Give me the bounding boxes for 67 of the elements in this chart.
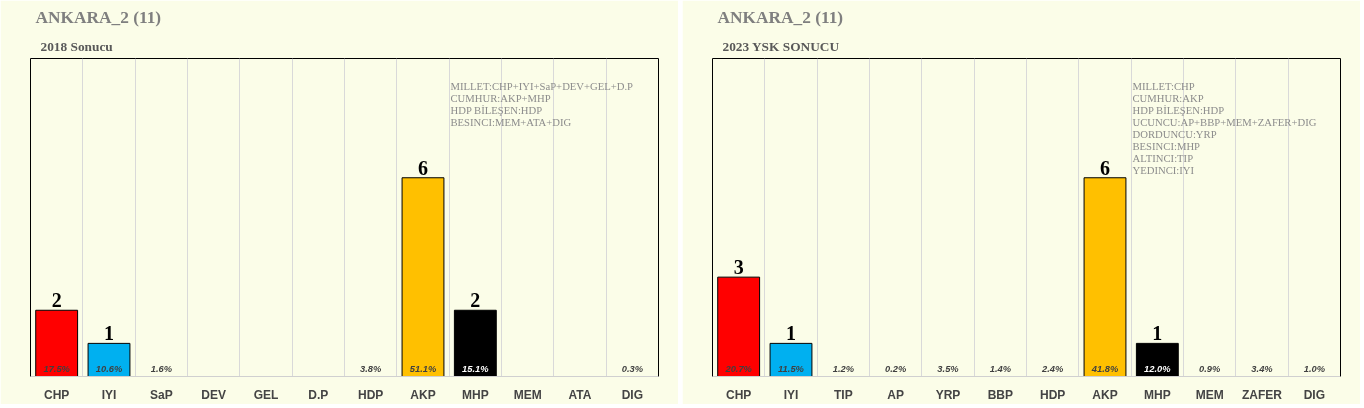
x-tick-label: MHP [1144,387,1171,402]
data-label: 1 [104,322,114,345]
x-tick-label: D.P [308,387,329,402]
annotation: 3.4% [1251,363,1274,374]
data-label: 3 [733,256,744,279]
x-tick-label: GEL [253,387,279,402]
annotation: 3.8% [360,363,382,374]
x-tick-label: DIG [621,387,644,402]
x-tick-label: IYI [783,387,799,402]
x-tick-label: MEM [1195,387,1224,402]
annotation: 12.0% [1144,363,1172,374]
x-tick-label: CHP [726,387,752,402]
text: CUMHUR:AKP+MHP [450,92,551,104]
annotation: 0.3% [621,363,644,374]
annotation: 2.4% [1041,363,1064,374]
x-tick-label: ZAFER [1242,387,1283,402]
annotation: 0.2% [885,363,907,374]
text: BESINCI:MEM+ATA+DIG [450,116,572,128]
x-tick-label: CHP [44,387,70,402]
x-tick-label: BBP [987,387,1014,402]
text: DORDUNCU:YRP [1132,128,1217,140]
data-label: 1 [1152,322,1163,345]
annotation: 51.1% [409,363,437,374]
data-label: 2 [51,289,62,312]
x-tick-label: AKP [410,387,436,402]
x-tick-label: IYI [101,387,117,402]
data-label: 6 [418,156,428,179]
annotation: 10.6% [95,363,123,374]
x-tick-label: DEV [201,387,227,402]
annotation: 3.5% [937,363,960,374]
x-tick-label: ATA [568,387,592,402]
x-tick-label: MEM [513,387,542,402]
annotation: 1.4% [989,363,1012,374]
annotation: 15.1% [462,363,490,374]
annotation: 1.6% [150,363,173,374]
annotation: 11.5% [778,363,805,374]
text: UCUNCU:AP+BBP+MEM+ZAFER+DIG [1132,116,1317,128]
text: CUMHUR:AKP [1132,92,1204,104]
text: HDP BİLEŞEN:HDP [1132,104,1225,116]
x-tick-label: AKP [1092,387,1118,402]
x-tick-label: MHP [462,387,489,402]
chart-title: ANKARA_2 (11) [717,7,844,27]
x-tick-label: HDP [1040,387,1066,402]
annotation: 1.0% [1303,363,1326,374]
x-tick-label: SaP [149,387,173,402]
data-label: 6 [1100,156,1110,179]
x-tick-label: AP [887,387,904,402]
x-tick-label: DIG [1303,387,1326,402]
text: HDP BİLEŞEN:HDP [450,104,543,116]
x-tick-label: HDP [358,387,384,402]
annotation: 0.9% [1199,363,1221,374]
text: ALTINCI:TIP [1132,152,1194,164]
text: MILLET:CHP+IYI+SaP+DEV+GEL+D.P [450,80,634,92]
data-label: 1 [786,322,796,345]
annotation: 20.7% [724,363,753,374]
text: MILLET:CHP [1132,80,1195,92]
chart-subtitle: 2023 YSK SONUCU [722,38,840,54]
text: YEDINCI:IYI [1132,164,1195,176]
annotation: 17.5% [43,363,71,374]
annotation: 1.2% [832,363,855,374]
x-tick-label: YRP [935,387,961,402]
text: BESINCI:MHP [1132,140,1201,152]
chart-subtitle: 2018 Sonucu [40,38,114,54]
x-tick-label: TIP [834,387,853,402]
chart-title: ANKARA_2 (11) [35,7,162,27]
data-label: 2 [470,289,481,312]
annotation: 41.8% [1090,363,1119,374]
